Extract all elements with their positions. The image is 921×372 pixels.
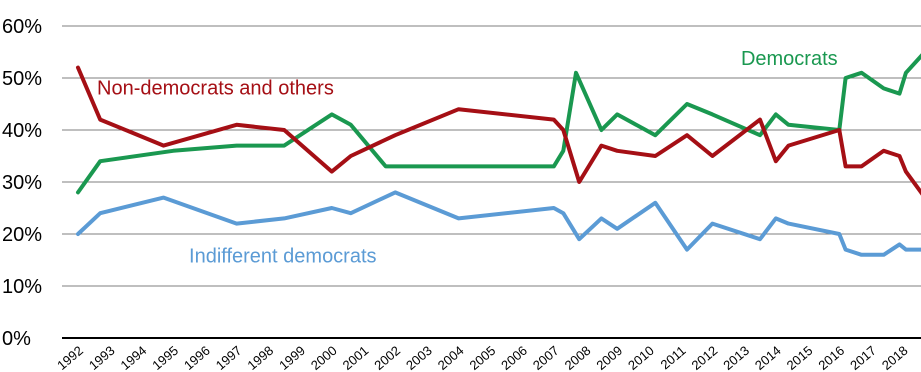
x-tick-label: 1995	[149, 343, 181, 372]
gridlines	[62, 25, 921, 287]
y-tick-label: 30%	[2, 172, 42, 194]
series-label: Non-democrats and others	[97, 78, 334, 100]
series-lines	[76, 53, 921, 257]
series-label: Indifferent democrats	[189, 246, 377, 268]
series-line	[76, 65, 921, 196]
y-tick-label: 50%	[2, 68, 42, 90]
x-tick-label: 2014	[752, 343, 784, 372]
x-tick-label: 2010	[625, 343, 657, 372]
x-tick-label: 1996	[181, 343, 213, 372]
x-tick-label: 1999	[276, 343, 308, 372]
x-tick-label: 2004	[435, 343, 467, 372]
x-axis-ticks: 1992 1993 1994 1995 1996 1997 1998 1999 2000 2001…	[54, 343, 911, 372]
x-tick-label: 2011	[658, 343, 689, 372]
x-tick-label: 1994	[118, 343, 150, 372]
x-tick-label: 1997	[213, 343, 245, 372]
series-labels: Democrats Non-democrats and others Indiffe…	[97, 48, 838, 268]
x-tick-label: 2003	[403, 343, 435, 372]
x-tick-label: 2016	[815, 343, 847, 372]
x-tick-label: 2001	[340, 343, 372, 372]
x-tick-label: 1993	[86, 343, 118, 372]
y-tick-label: 20%	[2, 224, 42, 246]
x-tick-label: 2000	[308, 343, 340, 372]
x-tick-label: 2012	[689, 343, 721, 372]
x-tick-label: 2018	[879, 343, 911, 372]
series-line	[76, 53, 921, 195]
x-tick-label: 2009	[593, 343, 625, 372]
x-tick-label: 2015	[784, 343, 816, 372]
y-axis-ticks: 0% 10% 20% 30% 40% 50% 60%	[2, 16, 42, 350]
x-tick-label: 2013	[720, 343, 752, 372]
series-label: Democrats	[741, 48, 838, 70]
y-tick-label: 0%	[2, 328, 31, 350]
series-line	[76, 190, 921, 257]
x-tick-label: 2005	[466, 343, 498, 372]
x-tick-label: 2007	[530, 343, 562, 372]
x-tick-label: 2008	[562, 343, 594, 372]
y-tick-label: 10%	[2, 276, 42, 298]
x-tick-label: 2017	[847, 343, 879, 372]
y-tick-label: 40%	[2, 120, 42, 142]
x-tick-label: 2002	[371, 343, 403, 372]
y-tick-label: 60%	[2, 16, 42, 38]
x-tick-label: 2006	[498, 343, 530, 372]
x-tick-label: 1998	[244, 343, 276, 372]
x-tick-label: 1992	[54, 343, 86, 372]
